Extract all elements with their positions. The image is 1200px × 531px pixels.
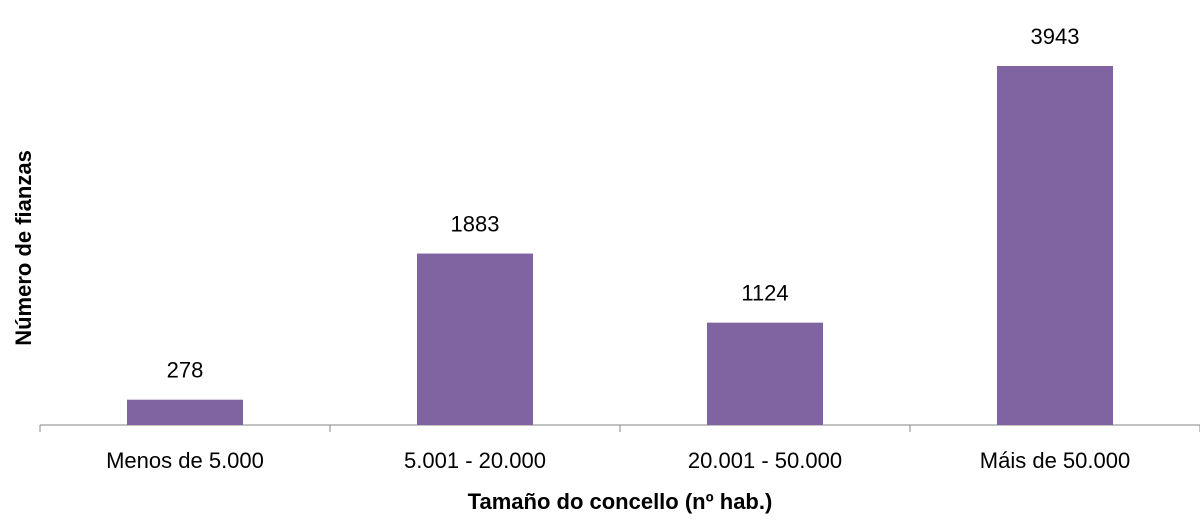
- data-label: 3943: [1031, 24, 1080, 49]
- bar: [997, 66, 1113, 425]
- x-axis-title: Tamaño do concello (nº hab.): [468, 489, 773, 514]
- data-label: 278: [167, 358, 204, 383]
- x-tick-label: 5.001 - 20.000: [404, 448, 546, 473]
- data-label: 1124: [741, 280, 788, 305]
- x-tick-label: Menos de 5.000: [106, 448, 264, 473]
- bar: [417, 253, 533, 425]
- y-axis-title: Número de fianzas: [11, 150, 36, 346]
- x-tick-label: Máis de 50.000: [980, 448, 1130, 473]
- data-label: 1883: [451, 211, 500, 236]
- bar: [707, 322, 823, 425]
- x-tick-label: 20.001 - 50.000: [688, 448, 842, 473]
- bar: [127, 399, 243, 425]
